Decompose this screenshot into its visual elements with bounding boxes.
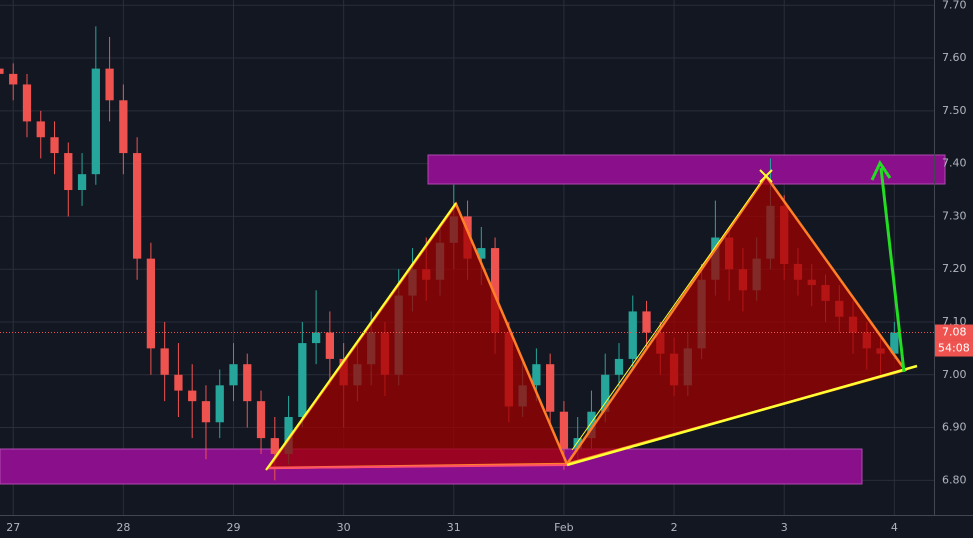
candle-body bbox=[229, 364, 238, 386]
y-tick-label: 7.70 bbox=[942, 0, 967, 11]
trend-line bbox=[265, 202, 457, 471]
right-shoulder-triangle bbox=[564, 173, 908, 467]
candle-body bbox=[50, 137, 59, 154]
y-tick-label: 7.40 bbox=[942, 157, 967, 170]
marker bbox=[759, 169, 773, 183]
candle-body bbox=[573, 438, 582, 449]
candle-body bbox=[77, 174, 87, 191]
candle-body bbox=[132, 153, 142, 259]
candle-body bbox=[0, 68, 4, 74]
y-tick-label: 6.80 bbox=[942, 473, 967, 486]
x-tick-label: 31 bbox=[447, 521, 461, 534]
last-price-box bbox=[935, 324, 973, 341]
x-tick-label: 2 bbox=[671, 521, 678, 534]
candle-body bbox=[477, 248, 486, 259]
candle-body bbox=[284, 416, 293, 454]
trend-line bbox=[571, 174, 767, 451]
candle-body bbox=[36, 121, 45, 138]
candle-body bbox=[642, 311, 651, 333]
countdown-label: 54:08 bbox=[938, 342, 970, 355]
candle-body bbox=[628, 311, 637, 359]
candle-body bbox=[215, 385, 224, 423]
candle-body bbox=[532, 364, 541, 386]
candle-body bbox=[298, 343, 307, 417]
x-tick-label: 3 bbox=[781, 521, 788, 534]
x-tick-label: 29 bbox=[227, 521, 241, 534]
x-tick-label: 28 bbox=[116, 521, 130, 534]
y-tick-label: 7.20 bbox=[942, 262, 967, 275]
x-tick-label: 4 bbox=[891, 521, 898, 534]
candle-body bbox=[614, 358, 624, 375]
arrow-head bbox=[870, 159, 892, 181]
candle-body bbox=[146, 258, 156, 349]
x-tick-label: 27 bbox=[6, 521, 20, 534]
base-line bbox=[267, 464, 568, 469]
trend-line bbox=[566, 364, 918, 467]
x-tick-label: Feb bbox=[554, 521, 573, 534]
candle-body bbox=[119, 100, 128, 154]
candle-body bbox=[105, 68, 114, 101]
candle-body bbox=[64, 153, 73, 191]
y-tick-label: 7.00 bbox=[942, 368, 967, 381]
y-tick-label: 7.50 bbox=[942, 104, 967, 117]
candle-body bbox=[9, 73, 18, 85]
x-tick-label: 30 bbox=[337, 521, 351, 534]
candle-body bbox=[311, 332, 321, 344]
candle-body bbox=[325, 332, 335, 359]
candle-body bbox=[201, 401, 211, 423]
y-tick-label: 7.60 bbox=[942, 51, 967, 64]
candle-body bbox=[22, 84, 32, 122]
candle-body bbox=[559, 411, 569, 449]
candle-body bbox=[174, 374, 183, 391]
candle-body bbox=[601, 374, 610, 412]
y-tick-label: 6.90 bbox=[942, 421, 967, 434]
candle-body bbox=[490, 248, 500, 333]
resistance-zone bbox=[427, 154, 946, 185]
countdown-box bbox=[935, 340, 973, 357]
target-arrow bbox=[879, 167, 906, 373]
candle-body bbox=[243, 364, 252, 402]
last-price-label: 7.08 bbox=[942, 326, 967, 339]
candle-body bbox=[160, 348, 169, 375]
candle-body bbox=[546, 364, 555, 412]
candle-body bbox=[270, 438, 279, 454]
candle-body bbox=[91, 68, 100, 175]
candle-body bbox=[256, 401, 266, 439]
y-tick-label: 7.30 bbox=[942, 209, 967, 222]
candle-body bbox=[890, 332, 899, 354]
candle-body bbox=[587, 411, 596, 439]
candle-body bbox=[188, 390, 197, 402]
